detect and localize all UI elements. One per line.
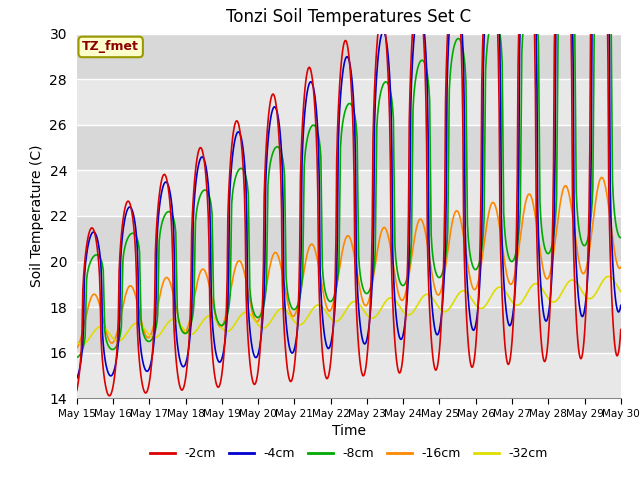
Bar bbox=[77, 216, 621, 262]
Bar bbox=[77, 262, 621, 307]
Bar bbox=[77, 353, 621, 398]
Bar bbox=[77, 125, 621, 170]
Bar bbox=[77, 34, 621, 79]
Legend: -2cm, -4cm, -8cm, -16cm, -32cm: -2cm, -4cm, -8cm, -16cm, -32cm bbox=[145, 442, 553, 465]
Bar bbox=[77, 307, 621, 353]
Text: TZ_fmet: TZ_fmet bbox=[83, 40, 139, 53]
Bar bbox=[77, 170, 621, 216]
X-axis label: Time: Time bbox=[332, 424, 366, 438]
Bar bbox=[77, 79, 621, 125]
Title: Tonzi Soil Temperatures Set C: Tonzi Soil Temperatures Set C bbox=[226, 9, 472, 26]
Y-axis label: Soil Temperature (C): Soil Temperature (C) bbox=[30, 145, 44, 287]
